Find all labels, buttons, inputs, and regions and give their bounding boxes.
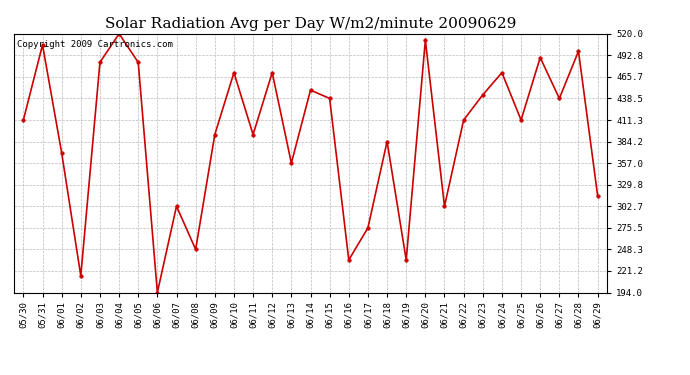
- Text: Copyright 2009 Cartronics.com: Copyright 2009 Cartronics.com: [17, 40, 172, 49]
- Title: Solar Radiation Avg per Day W/m2/minute 20090629: Solar Radiation Avg per Day W/m2/minute …: [105, 17, 516, 31]
